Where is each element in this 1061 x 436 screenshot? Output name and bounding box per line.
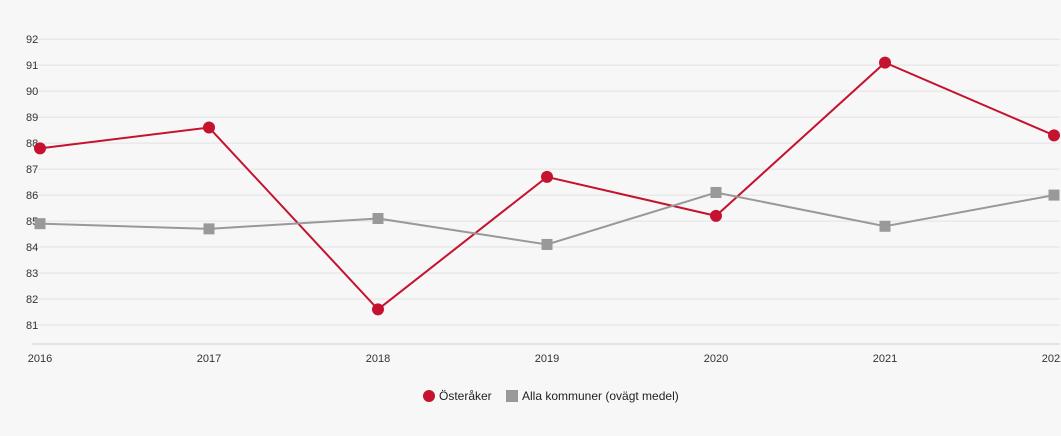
series-0	[34, 56, 1060, 316]
data-point[interactable]	[710, 209, 722, 222]
series-1	[34, 186, 1060, 250]
y-tick-label: 82	[26, 294, 38, 306]
x-axis: 2016 2017 2018 2019 2020 2021 2022	[28, 343, 1061, 365]
x-tick-label: 2018	[366, 353, 390, 365]
x-tick-label: 2016	[28, 353, 52, 365]
y-tick-label: 86	[26, 190, 38, 202]
legend-label: Alla kommuner (ovägt medel)	[522, 389, 679, 403]
legend-item[interactable]: Alla kommuner (ovägt medel)	[506, 389, 679, 403]
legend-circle-marker	[423, 390, 435, 402]
data-point[interactable]	[203, 223, 215, 235]
x-tick-label: 2022	[1042, 353, 1061, 365]
data-point[interactable]	[372, 212, 384, 224]
x-tick-label: 2017	[197, 353, 221, 365]
data-point[interactable]	[879, 56, 891, 69]
y-tick-label: 91	[26, 60, 38, 72]
y-tick-label: 83	[26, 268, 38, 280]
data-point[interactable]	[541, 238, 553, 250]
y-tick-label: 90	[26, 86, 38, 98]
data-point[interactable]	[1048, 129, 1060, 142]
y-tick-label: 92	[26, 34, 38, 46]
y-tick-label: 81	[26, 320, 38, 332]
data-point[interactable]	[203, 121, 215, 134]
x-tick-label: 2019	[535, 353, 559, 365]
data-point[interactable]	[34, 142, 46, 155]
legend-square-marker	[506, 390, 518, 402]
y-tick-label: 89	[26, 112, 38, 124]
data-point[interactable]	[710, 186, 722, 198]
y-tick-label: 87	[26, 164, 38, 176]
legend: Österåker Alla kommuner (ovägt medel)	[423, 389, 679, 403]
series-lines	[34, 56, 1060, 316]
legend-item[interactable]: Österåker	[423, 389, 492, 403]
data-point[interactable]	[372, 303, 384, 316]
y-tick-label: 84	[26, 242, 38, 254]
data-point[interactable]	[1048, 189, 1060, 201]
data-point[interactable]	[34, 218, 46, 230]
x-tick-label: 2020	[704, 353, 728, 365]
x-tick-label: 2021	[873, 353, 897, 365]
grid	[32, 38, 1060, 326]
data-point[interactable]	[879, 220, 891, 232]
legend-label: Österåker	[439, 389, 492, 403]
data-point[interactable]	[541, 170, 553, 183]
